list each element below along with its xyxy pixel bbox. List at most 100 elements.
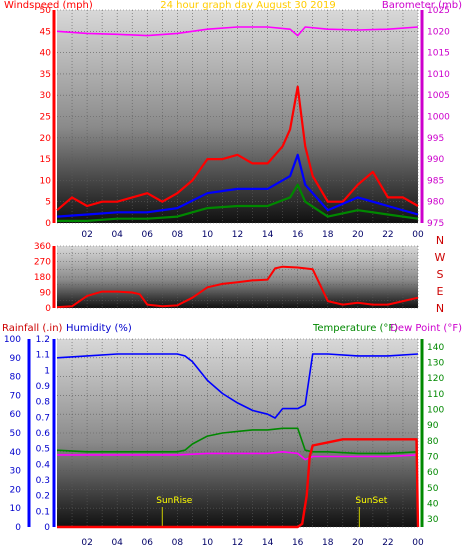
wind-x-tick-label: 02 [81,230,92,240]
barometer-axis-tick-label: 990 [427,155,444,165]
temperature-axis-title: Temperature (°F) [312,323,398,334]
wind-series [56,26,419,222]
wind-x-tick-label: 22 [382,230,393,240]
barometer-axis-tick-label: 1000 [427,113,450,123]
wind-x-tick-label: 12 [232,230,243,240]
wind-series-line [56,153,419,218]
rainfall-axis-tick-label: 0.1 [36,507,50,517]
wind-x-tick-label: 04 [111,230,123,240]
wind-x-tick-label: 16 [292,230,304,240]
temperature-axis-tick-label: 50 [427,484,439,494]
humidity-axis-tick-label: 60 [10,410,22,420]
humidity-series [56,353,420,529]
humidity-series-line [57,438,420,529]
humidity-x-tick-label: 06 [142,538,154,548]
barometer-axis-title: Barometer (mb) [382,0,462,11]
barometer-axis-tick-label: 1020 [427,27,450,37]
rainfall-axis-tick-label: 0.3 [36,476,50,486]
humidity-axis-tick-label: 20 [10,485,22,495]
chart-date-title: 24 hour graph day August 30 2019 [160,0,336,11]
barometer-axis-tick-label: 1005 [427,91,450,101]
temperature-axis-tick-label: 60 [427,468,439,478]
direction-series [56,265,419,309]
direction-series-line [56,265,419,309]
wind-series-line [57,183,419,222]
barometer-axis-tick-label: 1010 [427,70,450,80]
barometer-axis-tick-label: 1025 [427,6,450,16]
barometer-axis-tick-label: 985 [427,176,444,186]
humidity-x-tick-label: 22 [382,538,393,548]
temperature-axis-tick-label: 120 [427,374,444,384]
humidity-axis-tick-label: 50 [10,429,22,439]
wind-series-line [56,26,419,37]
wind-axis-tick-label: 10 [40,176,52,186]
wind-axis-tick-label: 45 [40,27,51,37]
rainfall-axis-tick-label: 0.5 [36,445,50,455]
wind-series-line [56,85,419,212]
sun-marker-label: SunRise [156,496,193,506]
dew-point-axis-title: Dew Point (°F) [390,323,462,334]
rainfall-axis-tick-label: 0.2 [36,492,50,502]
wind-x-tick-label: 18 [322,230,334,240]
temperature-axis-tick-label: 130 [427,359,444,369]
temperature-axis-tick-label: 110 [427,390,444,400]
temperature-axis-tick-label: 40 [427,500,439,510]
barometer-axis-tick-label: 980 [427,198,444,208]
wind-axis-tick-label: 40 [40,49,52,59]
humidity-gridlines [57,338,419,528]
humidity-x-tick-label: 20 [352,538,364,548]
wind-barometer-panel: 0510152025303540455097598098599099510001… [4,0,462,240]
direction-axis-tick-label: 180 [34,273,51,283]
rainfall-axis-tick-label: 0.9 [36,382,51,392]
wind-x-tick-label: 14 [262,230,274,240]
temperature-axis-tick-label: 30 [427,515,439,525]
direction-axes: 0 90 180 270 360 [34,242,56,314]
humidity-x-tick-label: 12 [232,538,243,548]
humidity-x-tick-label: 18 [322,538,334,548]
barometer-axis-tick-label: 975 [427,219,444,229]
compass-label: W [435,251,446,264]
rainfall-axis-tick-label: 1.2 [36,335,50,345]
humidity-x-tick-label: 02 [81,538,92,548]
rainfall-axis-tick-label: 0.8 [36,398,51,408]
direction-axis-tick-label: 360 [34,242,51,252]
direction-axis-tick-label: 90 [40,289,52,299]
humidity-axis-tick-label: 30 [10,467,22,477]
humidity-axis-tick-label: 80 [10,373,22,383]
barometer-axis-tick-label: 1015 [427,49,450,59]
humidity-axis-tick-label: 70 [10,391,22,401]
humidity-x-tick-label: 14 [262,538,274,548]
humidity-axis-tick-label: 90 [10,354,22,364]
wind-axis-tick-label: 15 [40,155,51,165]
humidity-x-tick-label: 04 [111,538,123,548]
wind-x-tick-label: 06 [142,230,154,240]
barometer-axis-tick-label: 995 [427,134,444,144]
wind-axis-tick-label: 50 [40,6,52,16]
wind-axis-tick-label: 0 [45,219,51,229]
compass-label: N [436,302,444,315]
wind-x-tick-label: 08 [172,230,184,240]
temperature-axis-tick-label: 80 [427,437,439,447]
wind-gridlines [57,9,419,224]
humidity-axis-tick-label: 0 [15,523,21,533]
humidity-temperature-panel: SunRise SunSet 010203040506070809010000.1… [2,323,462,548]
humidity-series-line [57,450,419,461]
wind-x-tick-label: 20 [352,230,364,240]
temperature-axis-tick-label: 90 [427,421,439,431]
rainfall-axis-tick-label: 0.7 [36,413,50,423]
humidity-axis-tick-label: 10 [10,504,22,514]
humidity-x-tick-label: 16 [292,538,304,548]
humidity-axis-title: Humidity (%) [66,323,132,334]
sun-marker-label: SunSet [355,496,387,506]
humidity-axes: 010203040506070809010000.10.20.30.40.50.… [4,335,445,548]
rainfall-axis-tick-label: 1.1 [36,351,50,361]
humidity-x-tick-label: 10 [202,538,214,548]
wind-x-tick-label: 10 [202,230,214,240]
temperature-axis-tick-label: 100 [427,406,444,416]
compass-label: S [437,268,444,281]
wind-axis-tick-label: 5 [45,198,51,208]
compass-label: N [436,234,444,247]
